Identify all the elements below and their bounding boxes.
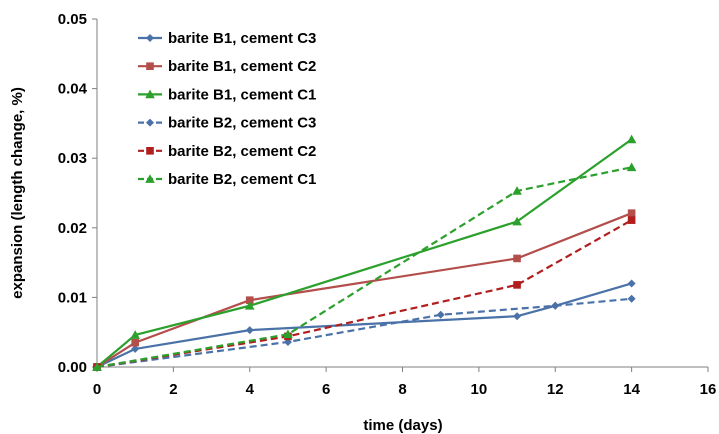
data-point <box>131 344 140 353</box>
data-point <box>513 281 521 289</box>
series-line <box>96 282 632 368</box>
x-tick-label: 2 <box>169 381 177 398</box>
data-point <box>627 209 636 217</box>
data-point <box>131 338 139 347</box>
legend-marker <box>145 89 155 99</box>
series-layer <box>92 134 637 371</box>
x-tick-label: 14 <box>623 381 640 398</box>
data-point <box>627 279 636 288</box>
legend-label: barite B1, cement C3 <box>168 30 316 47</box>
data-point <box>92 362 102 371</box>
series-5 <box>93 216 636 371</box>
series-line <box>96 212 633 368</box>
legend-label: barite B2, cement C3 <box>168 115 316 132</box>
legend-marker <box>145 174 155 183</box>
y-tick-label: 0.02 <box>58 220 87 237</box>
data-point <box>283 329 293 339</box>
legend-marker <box>146 62 154 70</box>
data-point <box>245 296 254 304</box>
y-tick-label: 0.05 <box>58 11 87 28</box>
data-point <box>513 312 522 321</box>
legend-label: barite B1, cement C2 <box>168 58 316 75</box>
data-point <box>513 254 521 263</box>
legend-item: barite B2, cement C2 <box>138 143 316 160</box>
series-line <box>96 219 633 369</box>
y-tick-label: 0.04 <box>58 81 88 98</box>
y-axis-title: expansion (length change, %) <box>9 87 26 299</box>
series-6 <box>92 162 637 371</box>
legend-marker <box>146 147 154 155</box>
x-tick-label: 8 <box>398 381 406 398</box>
legend-label: barite B1, cement C1 <box>168 86 316 103</box>
legend-label: barite B2, cement C2 <box>168 143 316 160</box>
legend-label: barite B2, cement C1 <box>168 171 316 188</box>
legend-item: barite B1, cement C1 <box>138 86 316 103</box>
legend-item: barite B2, cement C3 <box>138 115 316 132</box>
data-point <box>627 294 636 303</box>
series-line <box>96 297 632 369</box>
legend-marker <box>146 34 154 42</box>
series-4 <box>93 294 636 371</box>
data-point <box>512 186 522 195</box>
y-tick-label: 0.00 <box>58 359 87 376</box>
y-tick-label: 0.01 <box>58 289 87 306</box>
x-axis-title: time (days) <box>363 417 442 434</box>
data-point <box>626 162 637 172</box>
data-point <box>245 326 254 335</box>
legend: barite B1, cement C3 barite B1, cement C2… <box>138 30 316 188</box>
data-point <box>551 301 560 310</box>
legend-item: barite B1, cement C3 <box>138 30 316 47</box>
data-point <box>436 310 445 319</box>
data-point <box>130 330 140 339</box>
series-2 <box>93 209 636 371</box>
x-tick-label: 16 <box>700 381 717 398</box>
x-tick-label: 6 <box>322 381 330 398</box>
legend-item: barite B2, cement C1 <box>138 171 316 188</box>
y-tick-label: 0.03 <box>58 150 87 167</box>
data-point <box>244 300 255 310</box>
y-axis: 0.00 0.01 0.02 0.03 0.04 0.05 <box>58 11 98 376</box>
data-point <box>627 216 636 224</box>
legend-marker <box>146 118 154 127</box>
x-tick-label: 0 <box>93 381 101 398</box>
data-point <box>512 216 522 226</box>
legend-item: barite B1, cement C2 <box>138 58 316 75</box>
x-tick-label: 4 <box>246 381 255 398</box>
data-point <box>626 134 637 144</box>
x-tick-label: 10 <box>471 381 488 398</box>
x-tick-label: 12 <box>547 381 564 398</box>
series-line <box>96 166 632 369</box>
x-axis: 0 2 4 6 8 10 12 14 16 <box>93 366 717 398</box>
